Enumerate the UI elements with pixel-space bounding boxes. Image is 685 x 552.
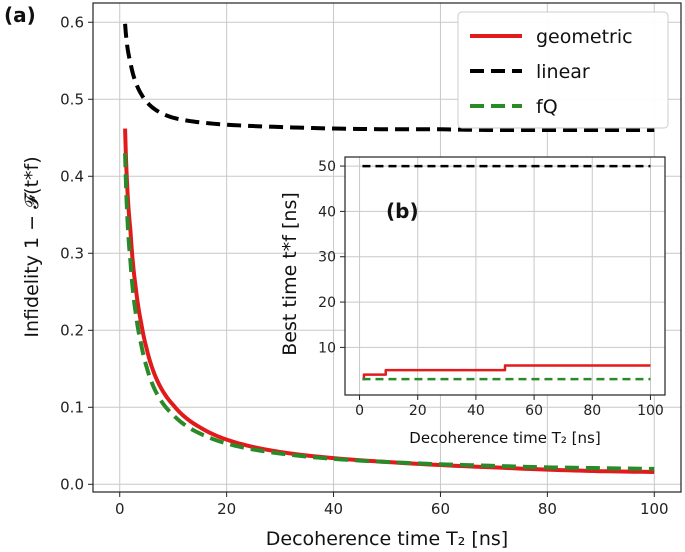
main-series	[123, 23, 655, 474]
main-series-linear	[123, 23, 655, 133]
legend: geometric linear fQ	[457, 11, 669, 129]
inset-y-tick-labels: 10 20 30 40 50	[318, 159, 336, 356]
main-y-tick-label: 0.5	[60, 90, 84, 108]
inset-y-tick-label: 50	[318, 159, 336, 175]
main-x-tick-labels: 0 20 40 60 80 100	[115, 500, 669, 518]
main-x-axis-label: Decoherence time T₂ [ns]	[266, 528, 508, 550]
main-x-tick-label: 20	[217, 500, 236, 518]
inset-x-tick-labels: 0 20 40 60 80 100	[355, 403, 664, 419]
main-y-axis-label: Infidelity 1 − 𝓕(t*f)	[21, 156, 43, 337]
legend-box	[457, 11, 669, 129]
main-y-tick-label: 0.1	[60, 398, 84, 416]
main-x-tick-label: 100	[640, 500, 669, 518]
inset-series	[362, 164, 651, 381]
inset-x-tick-label: 20	[409, 403, 427, 419]
main-y-tick-label: 0.4	[60, 167, 84, 185]
main-plot-frame	[92, 2, 682, 493]
main-x-tick-label: 0	[115, 500, 125, 518]
inset-y-tick-label: 20	[318, 295, 336, 311]
main-y-tick-label: 0.0	[60, 475, 84, 493]
inset-x-axis-label: Decoherence time T₂ [ns]	[409, 429, 600, 447]
main-y-tick-label: 0.2	[60, 321, 84, 339]
inset-y-tick-label: 10	[318, 340, 336, 356]
main-y-tick-labels: 0.0 0.1 0.2 0.3 0.4 0.5 0.6	[60, 13, 84, 493]
inset-y-axis-label: Best time t*f [ns]	[279, 192, 301, 356]
panel-label-b: (b)	[386, 199, 419, 223]
main-series-fQ	[123, 153, 655, 471]
main-x-tick-label: 60	[431, 500, 450, 518]
inset-x-tick-label: 0	[355, 403, 364, 419]
inset-y-tick-label: 30	[318, 250, 336, 266]
main-x-tick-label: 40	[324, 500, 343, 518]
legend-label-linear: linear	[536, 61, 590, 83]
inset-x-tick-label: 60	[525, 403, 543, 419]
main-x-tick-label: 80	[538, 500, 557, 518]
inset-plot-frame	[344, 156, 666, 396]
main-y-tick-label: 0.3	[60, 244, 84, 262]
main-y-tick-label: 0.6	[60, 13, 84, 31]
inset-panel: 0 20 40 60 80 100 10 20 30 40 50 Decoherence time…	[279, 156, 666, 447]
inset-x-tick-label: 40	[467, 403, 485, 419]
inset-background	[345, 157, 665, 395]
legend-label-geometric: geometric	[536, 26, 633, 48]
legend-label-fQ: fQ	[536, 96, 558, 118]
inset-y-tick-label: 40	[318, 204, 336, 220]
inset-x-tick-label: 80	[583, 403, 601, 419]
panel-label-a: (a)	[4, 3, 36, 27]
inset-x-tick-label: 100	[637, 403, 664, 419]
